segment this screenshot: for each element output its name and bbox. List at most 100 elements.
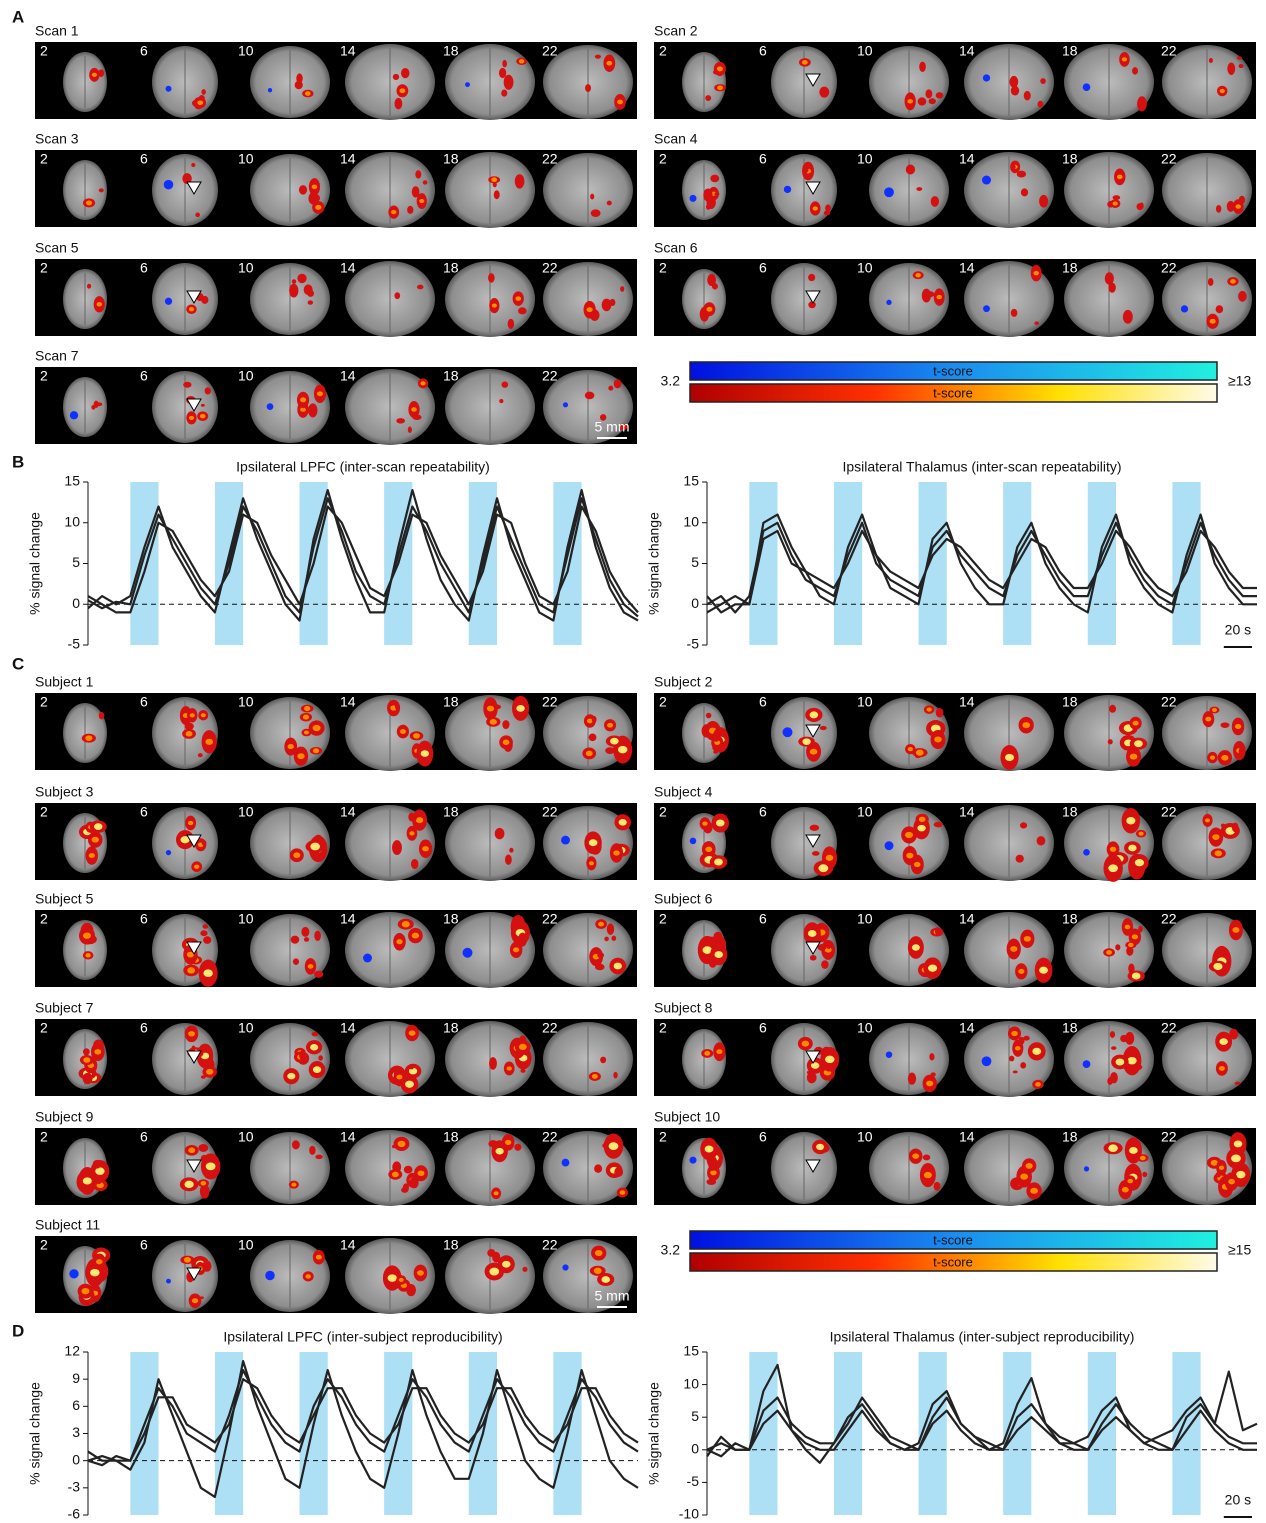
deactivation-blob bbox=[1083, 849, 1090, 856]
activation-core bbox=[1231, 1154, 1241, 1162]
activation-core bbox=[606, 61, 612, 66]
activation-blob bbox=[93, 1160, 102, 1169]
activation-core bbox=[813, 206, 818, 210]
y-tick-label: 12 bbox=[64, 1343, 80, 1359]
activation-core bbox=[924, 1172, 932, 1178]
activation-core bbox=[1235, 204, 1240, 208]
activation-blob bbox=[600, 1057, 606, 1064]
activation-blob bbox=[83, 1048, 90, 1055]
deactivation-blob bbox=[562, 1264, 568, 1270]
slice-number: 14 bbox=[340, 368, 356, 384]
activation-blob bbox=[407, 206, 413, 214]
y-tick-label: -10 bbox=[679, 1506, 699, 1522]
activation-core bbox=[1212, 834, 1219, 840]
colorbar-min: 3.2 bbox=[661, 373, 681, 389]
activation-blob bbox=[499, 399, 503, 403]
activation-blob bbox=[1108, 283, 1115, 293]
brain-strip: 2610141822 bbox=[35, 259, 637, 337]
activation-blob bbox=[301, 927, 309, 937]
activation-blob bbox=[614, 1167, 623, 1177]
activation-core bbox=[288, 744, 294, 749]
activation-blob bbox=[297, 274, 306, 283]
deactivation-blob bbox=[884, 187, 894, 197]
activation-core bbox=[586, 751, 593, 756]
y-tick-label: -3 bbox=[68, 1479, 81, 1495]
activation-core bbox=[1232, 927, 1239, 933]
activation-core bbox=[917, 825, 925, 832]
activation-blob bbox=[614, 379, 622, 388]
slice-number: 10 bbox=[238, 1237, 254, 1253]
slice-number: 18 bbox=[443, 368, 459, 384]
slice-number: 10 bbox=[238, 911, 254, 927]
activation-blob bbox=[1016, 855, 1024, 863]
activation-blob bbox=[502, 381, 509, 387]
y-tick-label: 5 bbox=[691, 1408, 699, 1424]
brain-strip: 2610141822 bbox=[654, 150, 1256, 228]
activation-blob bbox=[198, 1144, 208, 1152]
activation-core bbox=[83, 1057, 90, 1063]
activation-core bbox=[494, 1191, 499, 1195]
slice-number: 2 bbox=[659, 260, 667, 276]
activation-blob bbox=[936, 92, 944, 98]
activation-core bbox=[392, 1172, 399, 1178]
slice-number: 6 bbox=[140, 43, 148, 59]
activation-blob bbox=[607, 201, 612, 206]
activation-core bbox=[1108, 864, 1118, 872]
activation-blob bbox=[201, 89, 205, 95]
slice-number: 2 bbox=[40, 43, 48, 59]
slice-number: 14 bbox=[340, 1129, 356, 1145]
activation-blob bbox=[292, 279, 296, 284]
activation-core bbox=[705, 1146, 714, 1153]
activation-core bbox=[396, 939, 402, 944]
activation-core bbox=[82, 1288, 90, 1294]
slice-number: 2 bbox=[40, 1129, 48, 1145]
brain-strip: 2610141822 bbox=[654, 42, 1256, 120]
activation-blob bbox=[706, 713, 712, 719]
y-axis-label: % signal change bbox=[27, 1382, 43, 1485]
activation-blob bbox=[1009, 1056, 1014, 1062]
activation-blob bbox=[1109, 705, 1116, 713]
activation-blob bbox=[409, 1065, 413, 1069]
activation-core bbox=[96, 302, 102, 306]
y-tick-label: 0 bbox=[691, 595, 699, 611]
activation-blob bbox=[1020, 822, 1027, 828]
deactivation-blob bbox=[1083, 1060, 1091, 1068]
activation-core bbox=[704, 1051, 710, 1056]
activation-core bbox=[620, 1190, 626, 1194]
activation-core bbox=[1032, 1048, 1041, 1055]
activation-blob bbox=[934, 1182, 941, 1191]
activation-blob bbox=[1024, 91, 1031, 101]
activation-core bbox=[402, 921, 410, 927]
slice-number: 2 bbox=[659, 1020, 667, 1036]
slice-number: 22 bbox=[542, 260, 558, 276]
activation-core bbox=[609, 1142, 619, 1150]
deactivation-blob bbox=[1083, 83, 1091, 91]
chart-title: Ipsilateral Thalamus (inter-subject repr… bbox=[830, 1329, 1135, 1345]
colorbar-max: ≥15 bbox=[1228, 1242, 1251, 1258]
brain-strip: 2610141822 bbox=[35, 1128, 637, 1206]
activation-blob bbox=[501, 89, 507, 96]
activation-blob bbox=[585, 84, 591, 92]
deactivation-blob bbox=[166, 1279, 171, 1284]
deactivation-blob bbox=[166, 850, 171, 855]
colorbar-label: t-score bbox=[933, 363, 973, 378]
activation-blob bbox=[826, 941, 832, 949]
activation-core bbox=[489, 1268, 499, 1276]
activation-core bbox=[90, 1269, 99, 1277]
activation-core bbox=[200, 1181, 206, 1186]
activation-core bbox=[89, 853, 95, 858]
activation-blob bbox=[819, 87, 829, 98]
slice-number: 10 bbox=[238, 694, 254, 710]
activation-core bbox=[422, 846, 429, 851]
activation-core bbox=[1210, 756, 1215, 760]
activation-core bbox=[491, 177, 497, 182]
activation-blob bbox=[392, 1145, 396, 1149]
activation-blob bbox=[1227, 62, 1235, 74]
activation-core bbox=[200, 414, 206, 418]
slice-number: 10 bbox=[238, 1129, 254, 1145]
slice-number: 14 bbox=[340, 804, 356, 820]
slice-number: 2 bbox=[40, 694, 48, 710]
activation-core bbox=[802, 738, 810, 745]
slice-number: 6 bbox=[140, 911, 148, 927]
activation-blob bbox=[713, 732, 720, 742]
